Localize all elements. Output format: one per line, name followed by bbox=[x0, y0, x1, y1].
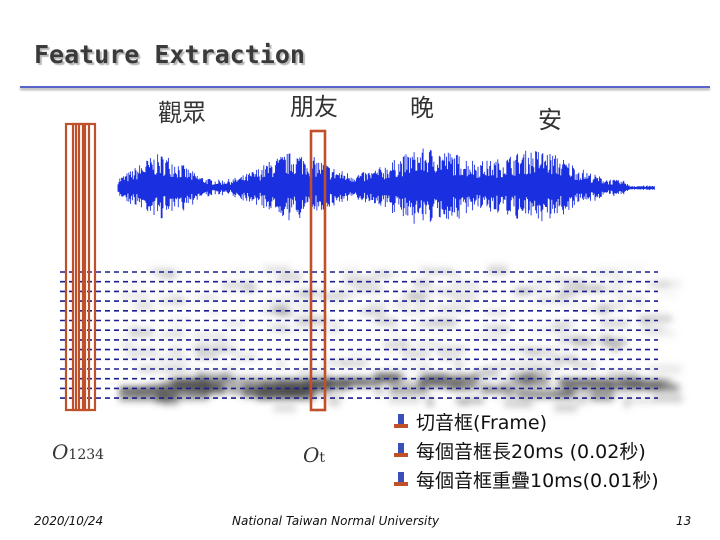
footer-organization: National Taiwan Normal University bbox=[232, 514, 440, 528]
spectrogram bbox=[110, 265, 683, 412]
frame-box bbox=[83, 122, 97, 412]
waveform bbox=[117, 148, 655, 224]
footer-page-number: 13 bbox=[676, 514, 692, 528]
title-divider bbox=[20, 86, 710, 88]
frame-boxes bbox=[64, 122, 327, 412]
frame-box bbox=[64, 122, 78, 412]
bullet-item: 每個音框重疊10ms(0.01秒) bbox=[392, 466, 659, 493]
waveform-trace bbox=[117, 148, 655, 224]
observation-t-label: Ot bbox=[303, 443, 326, 467]
observation-sequence-label: O1234 bbox=[52, 440, 105, 464]
frame-grid bbox=[60, 271, 658, 399]
bullet-square-icon bbox=[394, 413, 408, 428]
word-label-4: 安 bbox=[538, 106, 562, 134]
word-label-2: 朋友 bbox=[290, 93, 338, 121]
word-label-3: 晚 bbox=[410, 94, 434, 122]
footer-date: 2020/10/24 bbox=[34, 514, 104, 528]
slide-title: Feature Extraction bbox=[34, 40, 305, 69]
bullet-square-icon bbox=[394, 471, 408, 486]
bullet-square-icon bbox=[394, 442, 408, 457]
bullet-item: 切音框(Frame) bbox=[392, 408, 659, 435]
bullet-item: 每個音框長20ms (0.02秒) bbox=[392, 437, 659, 464]
bullet-list: 切音框(Frame) 每個音框長20ms (0.02秒) 每個音框重疊10ms(… bbox=[392, 408, 659, 495]
word-label-1: 觀眾 bbox=[158, 99, 206, 127]
frame-box-t bbox=[309, 129, 327, 412]
